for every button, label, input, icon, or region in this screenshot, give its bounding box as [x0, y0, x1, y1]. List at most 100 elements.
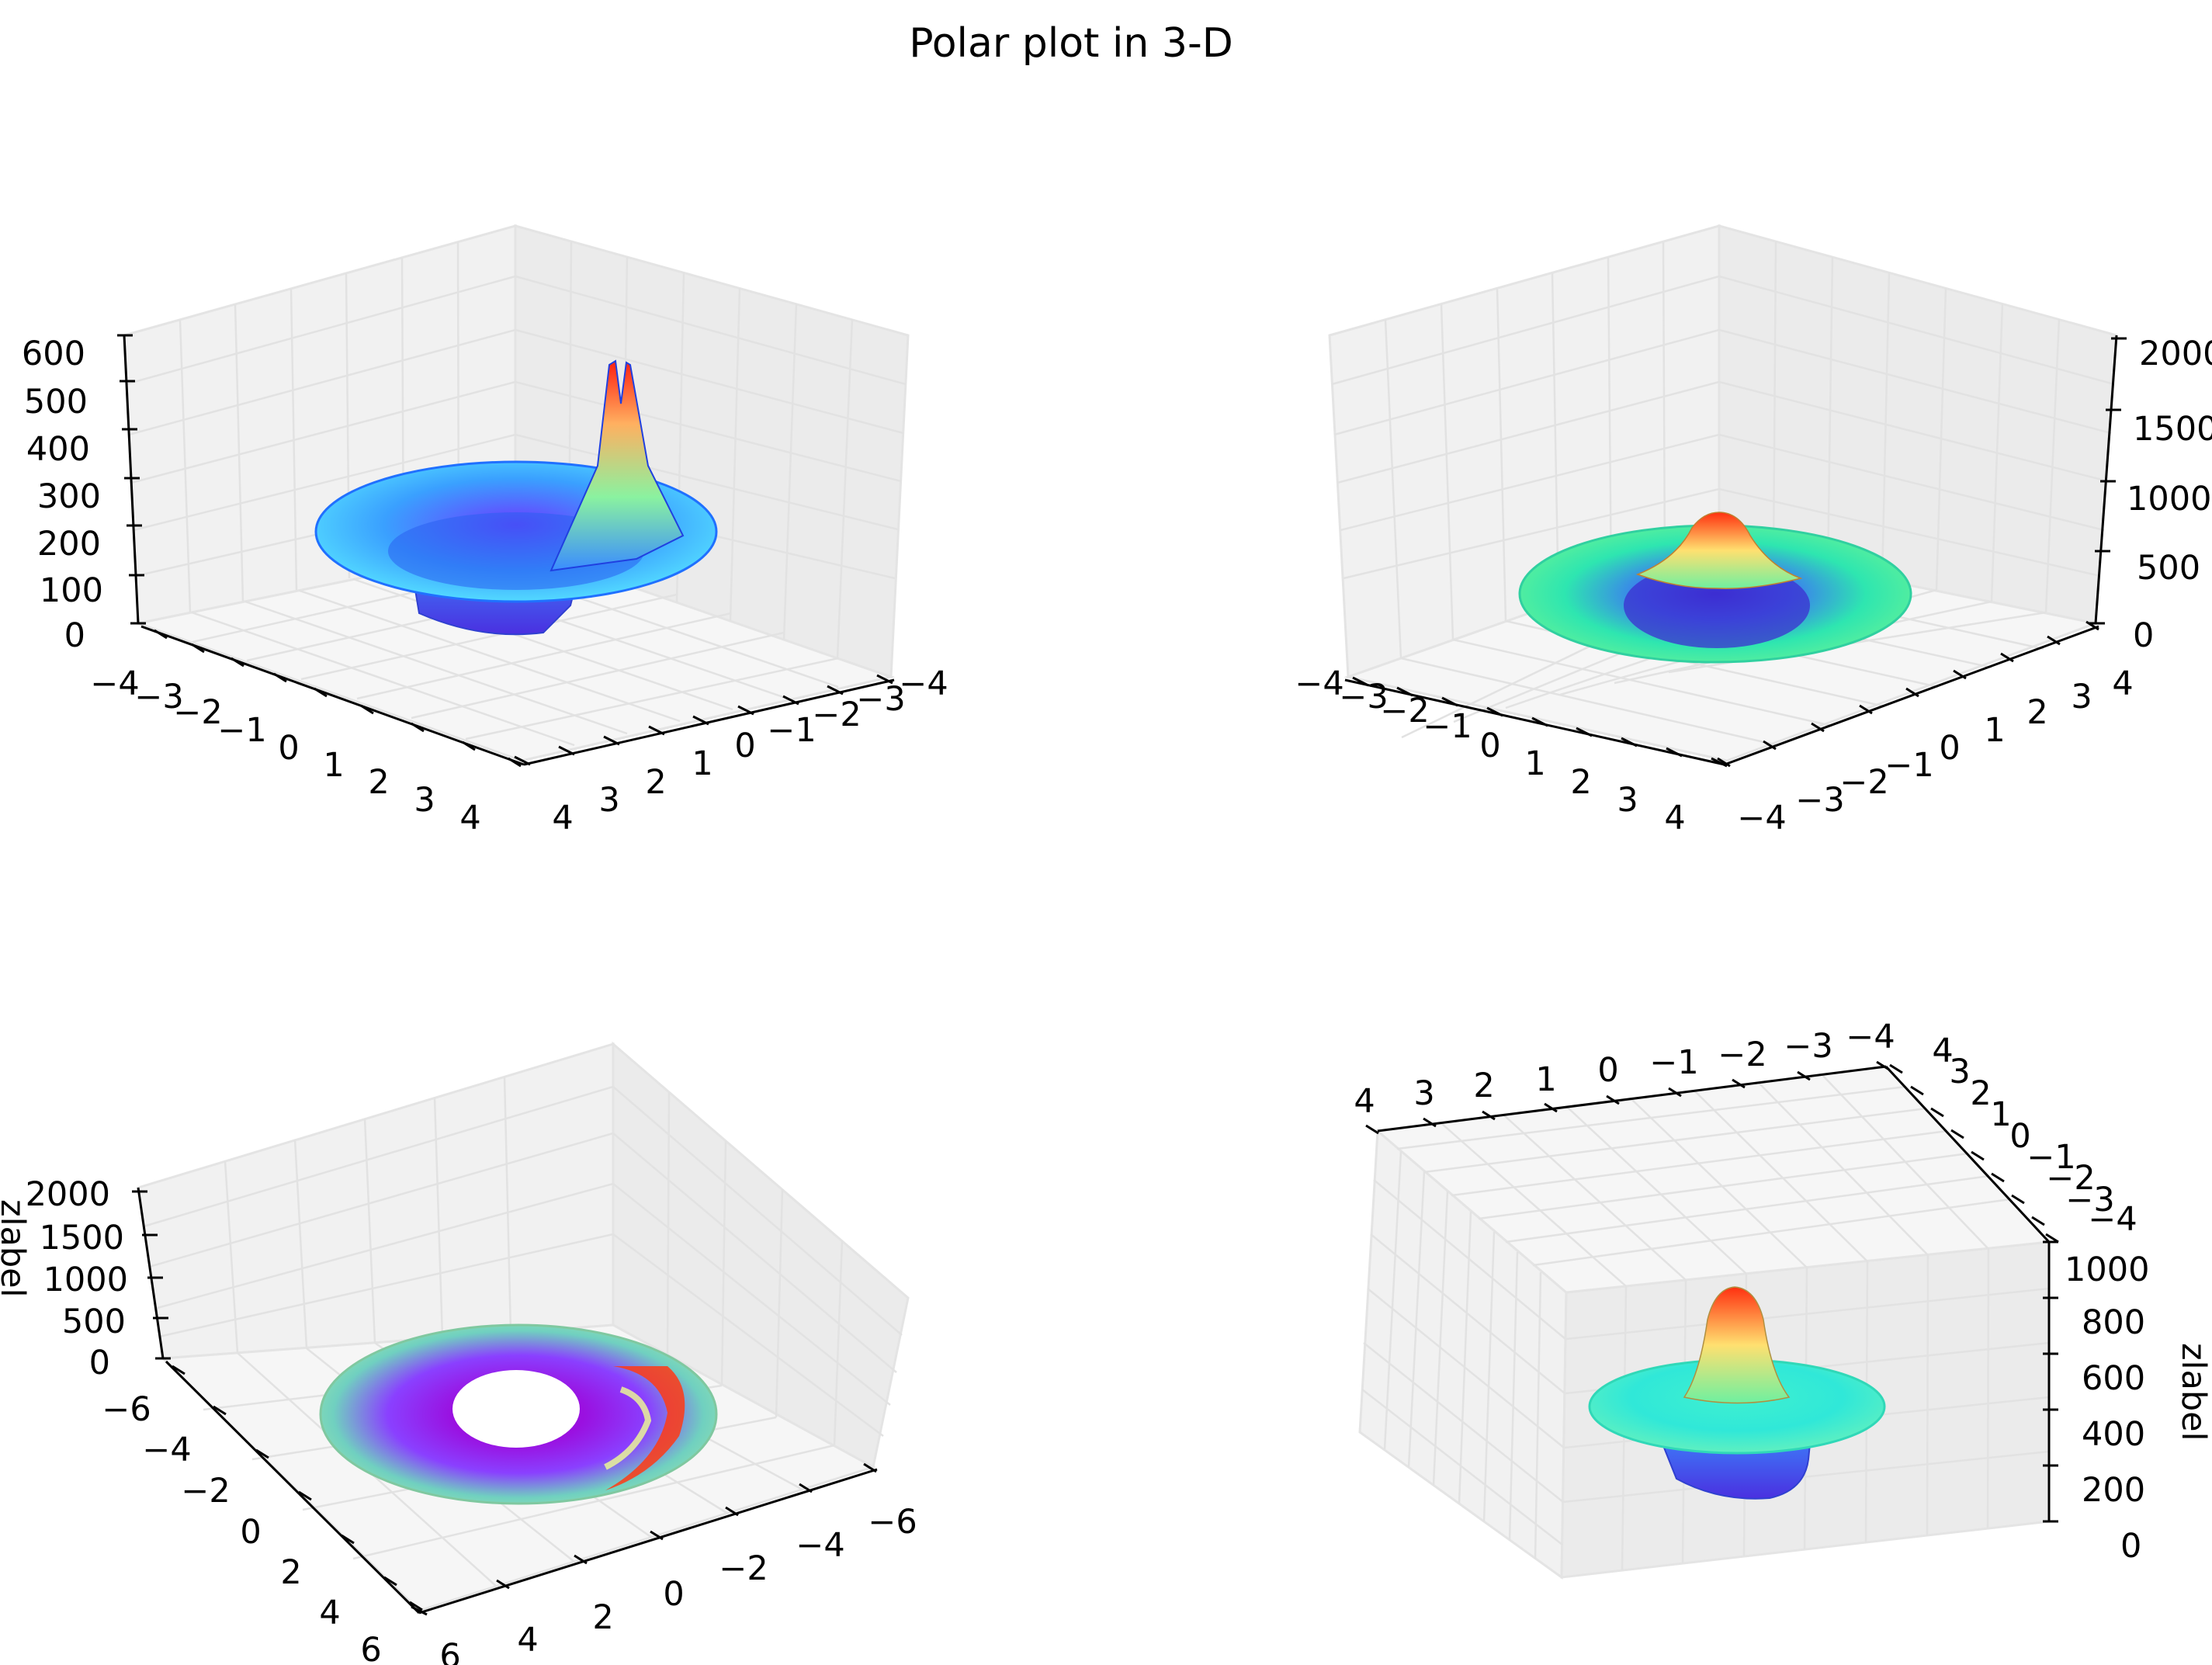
x-tick-label: −2: [1380, 692, 1429, 730]
y-tick-labels-bottom-right: 4 3 2 1 0 −1 −2 −3 −4: [1932, 1032, 2137, 1239]
y-tick-label: 1: [1990, 1095, 2011, 1134]
z-tick-label: 500: [24, 383, 88, 421]
y-tick-label: 1: [692, 744, 712, 783]
surface-top-left: [314, 359, 718, 636]
y-axis-top-right: [1717, 620, 2099, 768]
y-tick-label: −2: [812, 695, 861, 734]
y-tick-label: 2: [1970, 1074, 1991, 1113]
x-tick-label: −4: [1846, 1018, 1895, 1056]
y-tick-label: −4: [1737, 799, 1786, 838]
z-tick-label: 500: [2137, 549, 2200, 588]
y-tick-label: 6: [439, 1637, 460, 1665]
y-tick-label: −1: [1884, 746, 1933, 785]
x-tick-label: 0: [1597, 1051, 1618, 1090]
x-tick-label: −4: [90, 664, 139, 703]
z-tick-label: 1500: [2133, 410, 2212, 449]
x-tick-label: −1: [217, 711, 266, 750]
y-tick-label: −4: [2088, 1200, 2137, 1239]
x-tick-label: −2: [181, 1472, 230, 1511]
x-tick-label: −6: [102, 1390, 151, 1429]
y-axis-bottom-right: [1884, 1063, 2059, 1244]
y-tick-label: 2: [2027, 693, 2047, 732]
y-tick-label: −3: [1795, 781, 1844, 820]
x-tick-label: 4: [319, 1594, 340, 1632]
x-tick-label: 3: [1617, 781, 1638, 820]
z-tick-label: 1000: [2127, 480, 2211, 519]
x-axis-top-left: [140, 625, 525, 768]
surface-bottom-left: [319, 1323, 718, 1505]
y-tick-label: 3: [1949, 1053, 1970, 1091]
x-tick-label: 1: [1535, 1060, 1556, 1099]
y-tick-label: −2: [2046, 1159, 2095, 1198]
z-tick-label: 2000: [26, 1175, 110, 1214]
z-axis-top-right: [2089, 335, 2127, 625]
y-tick-label: 0: [2009, 1117, 2030, 1156]
y-tick-label: 2: [592, 1598, 613, 1637]
z-tick-label: 0: [2133, 616, 2154, 655]
x-tick-label: 2: [1570, 763, 1591, 802]
x-axis-top-right: [1344, 676, 1728, 768]
x-tick-label: −2: [173, 693, 222, 732]
z-tick-labels-top-left: 0 100 200 300 400 500 600: [22, 335, 103, 655]
x-tick-labels-top-right: −4 −3 −2 −1 0 1 2 3 4: [1295, 664, 1685, 838]
y-tick-label: 4: [517, 1621, 538, 1660]
x-tick-label: 4: [1664, 799, 1685, 838]
x-tick-label: 6: [360, 1631, 381, 1665]
x-tick-label: 4: [1354, 1082, 1375, 1121]
subplot-top-right: 0 500 1000 1500 2000 −4 −3 −2 −1 0 1 2 3…: [1295, 224, 2212, 838]
subplot-top-left: 0 100 200 300 400 500 600 −4 −3 −2 −1 0 …: [22, 224, 948, 838]
z-axis-label: zlabel: [2174, 1343, 2212, 1441]
z-tick-label: 1000: [2065, 1250, 2149, 1289]
z-tick-label: 0: [2120, 1527, 2141, 1566]
y-tick-label: −3: [2065, 1181, 2114, 1219]
z-tick-label: 800: [2082, 1303, 2145, 1342]
y-tick-label: 0: [663, 1575, 684, 1614]
z-tick-label: 200: [37, 525, 101, 564]
x-axis-bottom-left: [165, 1360, 423, 1615]
x-tick-label: −3: [1784, 1027, 1832, 1066]
surface-bottom-right: [1588, 1286, 1886, 1500]
z-tick-label: 500: [62, 1303, 126, 1341]
y-tick-labels-top-right: −4 −3 −2 −1 0 1 2 3 4: [1737, 664, 2133, 838]
x-tick-labels-bottom-left: −6 −4 −2 0 2 4 6: [102, 1390, 381, 1665]
y-tick-label: −1: [767, 711, 816, 750]
z-axis-bottom-left: [132, 1187, 171, 1360]
y-tick-labels-top-left: 4 3 2 1 0 −1 −2 −3 −4: [552, 664, 948, 838]
x-tick-label: −1: [1423, 707, 1472, 746]
z-tick-labels-bottom-right: 0 200 400 600 800 1000: [2065, 1250, 2149, 1566]
z-axis-label: zlabel: [0, 1199, 32, 1298]
x-tick-label: −3: [134, 678, 183, 716]
y-tick-label: 3: [598, 781, 619, 820]
z-tick-labels-bottom-left: 0 500 1000 1500 2000: [26, 1175, 128, 1382]
z-tick-label: 400: [26, 430, 90, 469]
x-tick-label: −4: [1295, 664, 1343, 703]
y-tick-label: 0: [734, 727, 755, 765]
x-tick-labels-bottom-right: 4 3 2 1 0 −1 −2 −3 −4: [1354, 1018, 1895, 1121]
z-axis-top-left: [117, 334, 146, 625]
x-tick-label: 2: [368, 763, 389, 802]
z-tick-label: 1500: [40, 1219, 124, 1257]
y-tick-label: −4: [899, 664, 948, 703]
z-tick-label: 300: [37, 477, 101, 516]
x-tick-label: −3: [1339, 678, 1388, 716]
x-tick-label: 3: [1413, 1074, 1434, 1113]
y-tick-label: 4: [2112, 664, 2133, 703]
x-tick-labels-top-left: −4 −3 −2 −1 0 1 2 3 4: [90, 664, 480, 838]
x-axis-bottom-right: [1365, 1060, 1890, 1135]
x-tick-label: −4: [142, 1431, 191, 1469]
y-tick-labels-bottom-left: 6 4 2 0 −2 −4 −6: [439, 1503, 917, 1665]
x-tick-label: 0: [278, 729, 299, 768]
y-tick-label: −4: [796, 1526, 844, 1565]
x-tick-label: −1: [1649, 1043, 1698, 1082]
y-tick-label: 1: [1984, 711, 2005, 750]
y-tick-label: 0: [1939, 729, 1960, 768]
x-tick-label: 0: [1479, 727, 1500, 765]
y-tick-label: −2: [719, 1549, 768, 1588]
x-tick-label: −2: [1718, 1035, 1766, 1074]
x-tick-label: 2: [280, 1553, 301, 1592]
y-tick-label: 2: [645, 763, 666, 802]
subplot-bottom-left: 0 500 1000 1500 2000 zlabel −6 −4 −2 0 2…: [0, 1041, 917, 1665]
y-tick-label: 4: [552, 799, 573, 838]
y-tick-label: −6: [868, 1503, 917, 1542]
